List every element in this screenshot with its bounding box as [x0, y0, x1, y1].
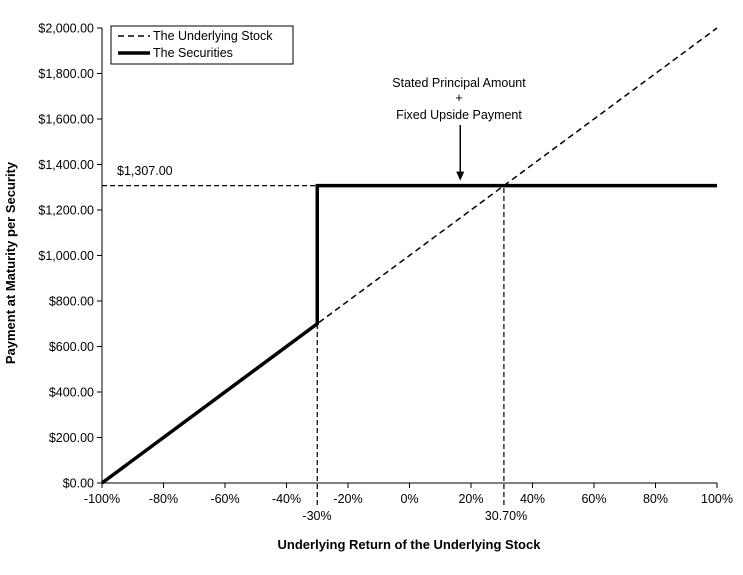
- x-axis-ticks: -100% -80% -60% -40% -20% 0% 20% 40% 60% 80% 100%: [84, 483, 733, 506]
- callout-arrow-head: [456, 171, 465, 181]
- x-tick-label: -40%: [272, 492, 301, 506]
- legend: The Underlying Stock The Securities: [110, 25, 294, 65]
- y-axis-ticks: $0.00 $200.00 $400.00 $600.00 $800.00 $1,000.…: [38, 22, 102, 491]
- callout-line-3: Fixed Upside Payment: [396, 108, 522, 122]
- series-line-the-underlying-stock: [101, 27, 718, 484]
- legend-label-securities: The Securities: [153, 46, 233, 60]
- x-tick-label: -80%: [149, 492, 178, 506]
- x-tick-label: 100%: [701, 492, 733, 506]
- y-tick-label: $400.00: [49, 386, 94, 400]
- y-tick-label: $2,000.00: [38, 22, 94, 36]
- y-tick-label: $1,000.00: [38, 249, 94, 263]
- callout-line-2: +: [455, 91, 462, 105]
- y-tick-label: $200.00: [49, 431, 94, 445]
- y-tick-label: $600.00: [49, 340, 94, 354]
- x-tick-label: -60%: [210, 492, 239, 506]
- x-marker-right-label: 30.70%: [485, 509, 527, 523]
- y-tick-label: $1,200.00: [38, 204, 94, 218]
- x-axis-title: Underlying Return of the Underlying Stoc…: [278, 537, 542, 552]
- series-line-the-securities: [100, 183, 717, 485]
- callout-line-1: Stated Principal Amount: [392, 76, 526, 90]
- y-tick-label: $800.00: [49, 295, 94, 309]
- annotations: [456, 125, 465, 181]
- level-label: $1,307.00: [117, 164, 173, 178]
- x-tick-label: 40%: [520, 492, 545, 506]
- y-tick-label: $1,400.00: [38, 158, 94, 172]
- x-tick-label: 60%: [581, 492, 606, 506]
- y-tick-label: $1,600.00: [38, 113, 94, 127]
- series-lines: [100, 27, 718, 485]
- x-tick-label: -20%: [333, 492, 362, 506]
- y-tick-label: $0.00: [63, 477, 94, 491]
- x-tick-label: -100%: [84, 492, 120, 506]
- reference-lines: [102, 185, 505, 505]
- axes: [101, 28, 717, 484]
- x-tick-label: 80%: [643, 492, 668, 506]
- y-axis-title: Payment at Maturity per Security: [3, 161, 18, 364]
- x-tick-label: 0%: [400, 492, 418, 506]
- y-tick-label: $1,800.00: [38, 67, 94, 81]
- legend-label-stock: The Underlying Stock: [153, 29, 273, 43]
- legend-box: [110, 25, 294, 65]
- x-marker-left-label: -30%: [302, 509, 331, 523]
- x-tick-label: 20%: [458, 492, 483, 506]
